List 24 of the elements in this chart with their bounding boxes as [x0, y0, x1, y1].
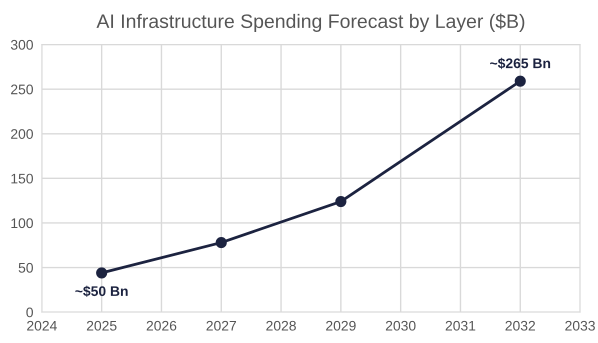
annotation: ~$50 Bn — [75, 286, 128, 297]
y-tick-label: 250 — [11, 84, 33, 94]
y-tick-label: 200 — [11, 129, 33, 139]
x-tick-label: 2032 — [506, 320, 536, 331]
y-tick-label: 50 — [18, 262, 33, 273]
x-tick-label: 2024 — [27, 320, 57, 331]
annotation: ~$265 Bn — [490, 58, 550, 70]
y-tick-label: 150 — [11, 174, 33, 184]
x-tick-label: 2030 — [386, 320, 416, 331]
x-tick-label: 2025 — [86, 320, 117, 331]
point — [514, 76, 526, 87]
y-tick-label: 100 — [11, 218, 33, 228]
x-tick-label: 2026 — [146, 320, 176, 331]
y-tick-label: 300 — [10, 40, 33, 50]
point — [335, 196, 346, 208]
point — [96, 267, 108, 278]
x-tick-label: 2029 — [326, 320, 356, 331]
point — [216, 237, 227, 248]
x-tick-label: 2033 — [565, 320, 595, 331]
x-tick-label: 2031 — [446, 320, 476, 331]
y-tick-label: 0 — [26, 307, 33, 318]
chart-title: AI Infrastructure Spending Forecast by Layer ($B) — [96, 14, 524, 32]
x-tick-label: 2028 — [266, 320, 296, 331]
x-tick-label: 2027 — [206, 320, 236, 331]
